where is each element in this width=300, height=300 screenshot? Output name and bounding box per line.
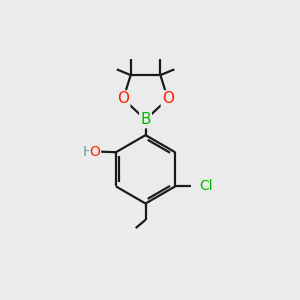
Text: O: O (90, 145, 101, 159)
Text: O: O (117, 92, 129, 106)
Text: Cl: Cl (199, 179, 212, 194)
Text: O: O (162, 92, 174, 106)
Text: H: H (82, 145, 93, 159)
Text: B: B (140, 112, 151, 127)
